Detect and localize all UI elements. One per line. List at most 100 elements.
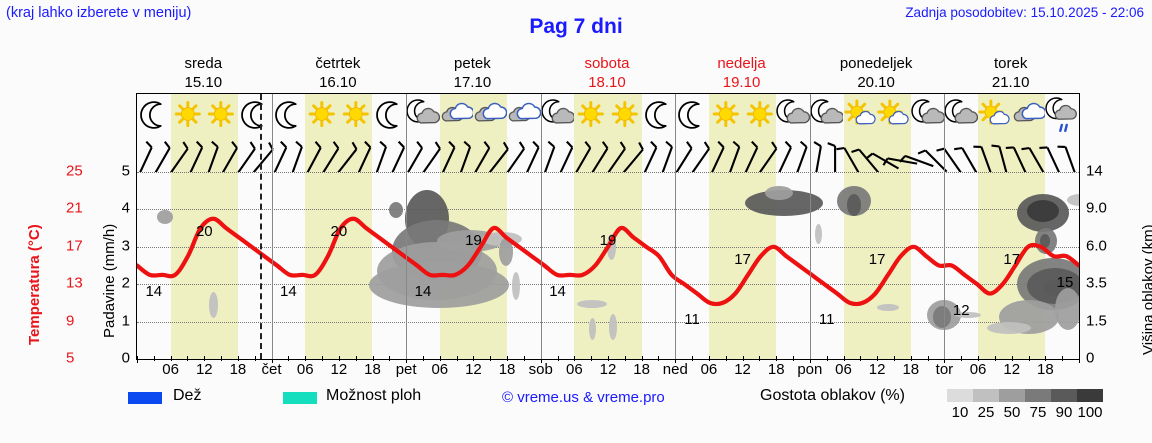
day-name: sreda: [184, 55, 223, 72]
sun-icon: [709, 95, 743, 137]
showers-legend-label: Možnost ploh: [326, 387, 422, 404]
day-separator: [271, 94, 273, 359]
x-tick: [372, 356, 374, 361]
day-separator: [809, 94, 811, 359]
day-separator: [944, 94, 946, 359]
x-axis-label: pet: [395, 361, 417, 378]
x-tick: [406, 356, 408, 363]
temperature-point-label: 14: [280, 282, 297, 300]
day-name: sobota: [584, 55, 630, 72]
temperature-point-label: 14: [145, 282, 163, 300]
x-axis-label: 06: [296, 361, 314, 378]
day-header-petek: petek 17.10: [405, 52, 540, 93]
x-axis-label: 18: [1037, 361, 1054, 378]
moon-icon: [238, 95, 272, 137]
x-tick: [978, 356, 980, 361]
temperature-axis-title: Temperatura (°C): [26, 224, 43, 345]
x-tick: [608, 356, 609, 361]
weather-icon-strip: [137, 94, 1079, 139]
temperature-point-label: 12: [952, 301, 970, 319]
cloud-height-axis-title: Višina oblakov (km): [1140, 224, 1152, 355]
density-swatch: [999, 389, 1025, 402]
x-axis-label: 18: [767, 361, 785, 378]
day-header-sreda: sreda 15.10: [136, 52, 271, 93]
cloudticks-label: 6.0: [1086, 237, 1107, 255]
day-name: torek: [993, 55, 1028, 72]
sun-icon: [743, 95, 777, 137]
x-tick: [507, 356, 509, 361]
tempticks-label: 17: [66, 237, 83, 255]
density-tick-label: 50: [1003, 404, 1021, 421]
x-axis-label: 12: [330, 361, 348, 378]
x-tick: [237, 356, 239, 361]
x-tick: [355, 356, 357, 361]
moon-cloud-icon: [810, 95, 844, 137]
x-tick: [221, 356, 223, 361]
x-tick: [675, 356, 677, 363]
x-tick: [793, 356, 795, 361]
day-header-nedelja: nedelja 19.10: [674, 52, 809, 93]
x-tick: [540, 356, 542, 363]
precipitation-axis-title: Padavine (mm/h): [101, 223, 118, 338]
moon-icon: [137, 95, 171, 137]
precticks-label: 0: [121, 349, 130, 367]
x-tick: [153, 356, 155, 361]
precticks-label: 3: [121, 237, 130, 255]
x-axis-label: tor: [935, 361, 954, 378]
x-tick: [708, 356, 710, 361]
density-swatch: [1077, 389, 1103, 402]
cloud-icon: [1012, 95, 1046, 137]
x-tick: [1045, 356, 1047, 361]
sun-icon: [574, 95, 608, 137]
density-tick-label: 10: [951, 404, 969, 421]
day-header-row: sreda 15.10 četrtek 16.10 petek 17.10 sobota 18…: [136, 52, 1080, 93]
x-tick: [1028, 356, 1030, 361]
sun-cloud-icon: [978, 95, 1012, 137]
cloudticks-label: 3.5: [1086, 274, 1107, 292]
copyright-link[interactable]: © vreme.us & vreme.pro: [502, 389, 665, 406]
x-tick: [523, 356, 525, 361]
x-axis-label: 12: [868, 361, 886, 378]
page-title: Pag 7 dni: [529, 15, 623, 38]
daylight-band: [843, 94, 911, 359]
x-tick: [725, 356, 727, 361]
tempticks-label: 13: [66, 274, 83, 292]
x-tick: [944, 356, 946, 363]
daylight-band: [574, 94, 642, 359]
density-tick-label: 25: [977, 404, 995, 421]
daylight-band: [708, 94, 777, 359]
x-tick: [927, 356, 929, 361]
temperature-point-label: 19: [599, 232, 617, 250]
location-hint: (kraj lahko izberete v meniju): [6, 5, 192, 21]
x-tick: [910, 356, 912, 361]
x-axis-label: 12: [465, 361, 482, 378]
moon-icon: [272, 95, 306, 137]
tempticks-label: 5: [66, 349, 75, 367]
x-tick: [422, 356, 424, 361]
temperature-point-label: 14: [414, 282, 432, 300]
day-name: ponedeljek: [839, 55, 913, 72]
x-axis-label: čet: [261, 361, 282, 378]
day-date: 20.10: [857, 74, 895, 91]
sun-icon: [171, 95, 205, 137]
x-axis-label: 12: [1003, 361, 1021, 378]
x-tick: [624, 356, 626, 361]
x-axis-labels: 06 12 18 čet 06 12 18 pet 06 12 18 sob 06 12 18 ned 06 12…: [136, 361, 1080, 381]
day-date: 17.10: [453, 74, 492, 91]
showers-legend-swatch: [283, 392, 317, 404]
sun-cloud-icon: [843, 95, 878, 137]
x-tick: [1079, 356, 1080, 363]
temperature-curve: [137, 216, 1079, 307]
temperature-point-label: 17: [1003, 250, 1021, 268]
day-date: 19.10: [722, 74, 761, 91]
sun-icon: [305, 95, 339, 137]
plot-area: 14 20 14 20 14 19 14 19 11 17 11 17 12 17 15: [136, 93, 1080, 360]
moon-icon: [642, 95, 676, 137]
rain-legend-label: Dež: [173, 387, 202, 404]
day-name: nedelja: [717, 55, 766, 72]
cloudticks-label: 1.5: [1086, 312, 1107, 330]
sun-icon: [339, 95, 373, 137]
x-axis-label: pon: [797, 361, 823, 378]
x-tick: [776, 356, 778, 361]
